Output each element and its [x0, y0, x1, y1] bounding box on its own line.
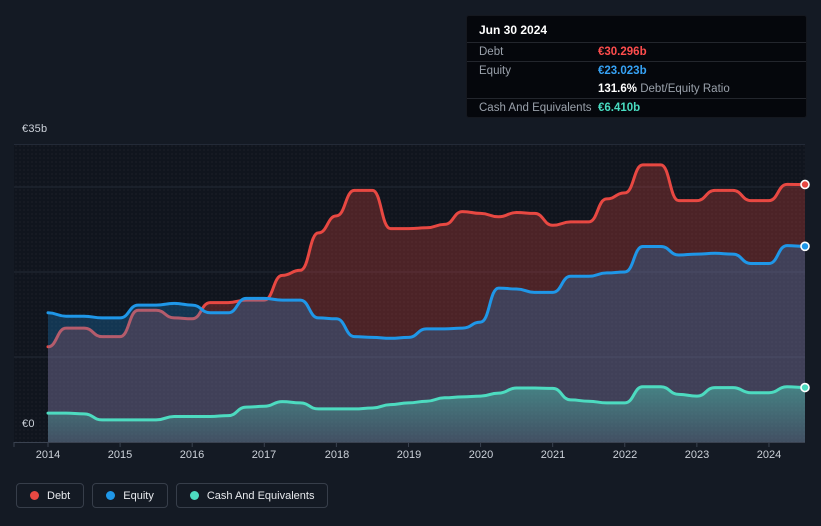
legend-debt-label: Debt [47, 489, 71, 502]
x-tick-2016: 2016 [179, 449, 205, 461]
tooltip-ratio: 131.6% Debt/Equity Ratio [598, 82, 730, 96]
tooltip-cash-row: Cash And Equivalents €6.410b [467, 98, 806, 117]
tooltip-debt-row: Debt €30.296b [467, 42, 806, 61]
x-tick-2019: 2019 [396, 449, 422, 461]
tooltip-ratio-value: 131.6% [598, 83, 638, 95]
x-tick-2018: 2018 [324, 449, 350, 461]
debt-dot-icon [30, 491, 39, 500]
x-tick-2023: 2023 [684, 449, 710, 461]
x-tick-2021: 2021 [540, 449, 566, 461]
legend-equity-label: Equity [123, 489, 154, 502]
x-tick-2024: 2024 [756, 449, 782, 461]
x-tick-2022: 2022 [612, 449, 638, 461]
equity-dot-icon [106, 491, 116, 500]
tooltip-ratio-row: 131.6% Debt/Equity Ratio [467, 80, 806, 98]
x-tick-2017: 2017 [251, 449, 277, 461]
tooltip-debt-label: Debt [479, 46, 504, 58]
chart-plot-area[interactable] [14, 144, 805, 442]
tooltip-debt-value: €30.296b [598, 46, 647, 58]
tooltip-equity-label: Equity [479, 65, 511, 77]
x-tick-2020: 2020 [468, 449, 494, 461]
chart-legend: Debt Equity Cash And Equivalents [16, 483, 329, 508]
y-axis-label-max: €35b [22, 123, 48, 135]
tooltip-cash-label: Cash And Equivalents [479, 102, 592, 114]
cash-dot-icon [189, 491, 199, 500]
x-tick-2015: 2015 [107, 449, 133, 461]
legend-debt-button[interactable]: Debt [16, 483, 85, 508]
tooltip-cash-value: €6.410b [598, 102, 641, 114]
tooltip-equity-row: Equity €23.023b [467, 61, 806, 80]
tooltip-date: Jun 30 2024 [479, 23, 548, 37]
x-tick-2014: 2014 [35, 449, 61, 461]
tooltip-ratio-label: Debt/Equity Ratio [640, 83, 730, 95]
legend-equity-button[interactable]: Equity [92, 483, 168, 508]
legend-cash-button[interactable]: Cash And Equivalents [175, 483, 329, 508]
legend-cash-label: Cash And Equivalents [206, 489, 315, 502]
tooltip-equity-value: €23.023b [598, 65, 647, 77]
y-axis-label-zero: €0 [22, 418, 35, 430]
chart-tooltip: Jun 30 2024 Debt €30.296b Equity €23.023… [466, 15, 807, 118]
